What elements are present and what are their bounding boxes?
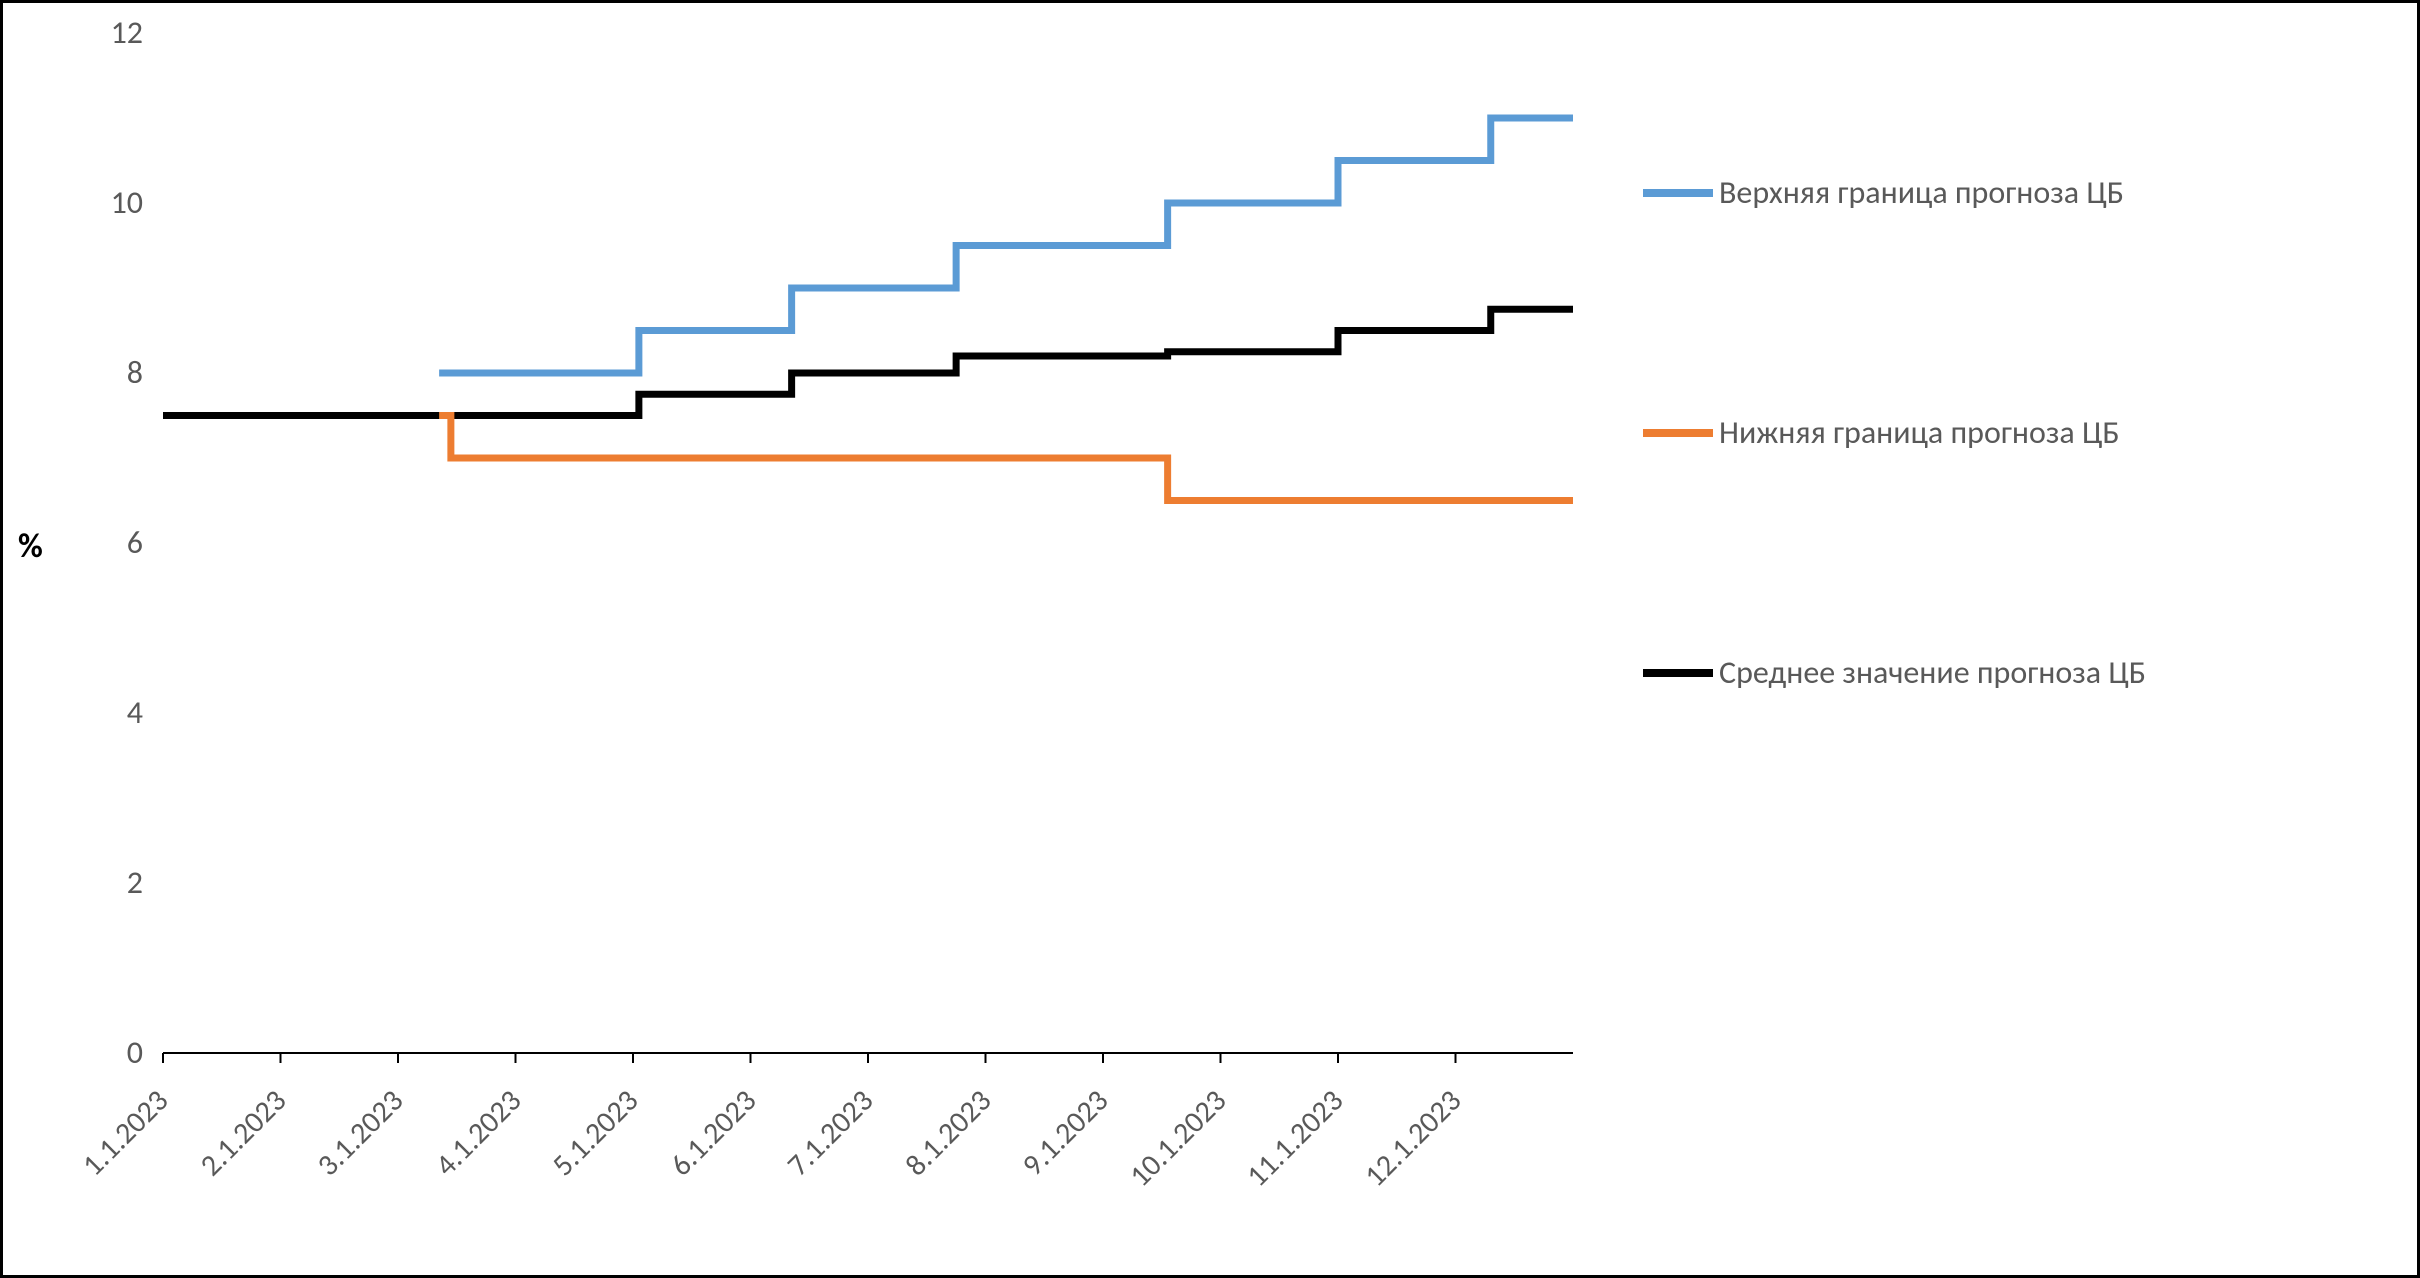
legend-swatch-upper bbox=[1643, 173, 1713, 213]
legend-item-average: Среднее значение прогноза ЦБ bbox=[1643, 653, 2146, 693]
series-lower bbox=[439, 416, 1573, 501]
y-tick-label: 4 bbox=[63, 693, 143, 732]
legend: Верхняя граница прогноза ЦБ Нижняя границ… bbox=[1643, 173, 2146, 693]
y-tick-label: 6 bbox=[63, 523, 143, 562]
y-tick-label: 0 bbox=[63, 1033, 143, 1072]
legend-label-upper: Верхняя граница прогноза ЦБ bbox=[1719, 173, 2124, 213]
legend-item-lower: Нижняя граница прогноза ЦБ bbox=[1643, 413, 2146, 453]
plot-area: 1.1.20232.1.20233.1.20234.1.20235.1.2023… bbox=[163, 33, 1573, 1053]
y-axis-title: % bbox=[18, 526, 43, 567]
legend-label-average: Среднее значение прогноза ЦБ bbox=[1719, 653, 2146, 693]
legend-swatch-average bbox=[1643, 653, 1713, 693]
series-average bbox=[163, 309, 1573, 415]
legend-swatch-lower bbox=[1643, 413, 1713, 453]
legend-label-lower: Нижняя граница прогноза ЦБ bbox=[1719, 413, 2120, 453]
y-tick-label: 8 bbox=[63, 353, 143, 392]
series-upper bbox=[439, 118, 1573, 373]
chart-frame: { "chart": { "type": "line-step", "backg… bbox=[0, 0, 2420, 1278]
series-lines bbox=[163, 33, 1573, 1053]
y-tick-label: 2 bbox=[63, 863, 143, 902]
y-tick-label: 10 bbox=[63, 183, 143, 222]
y-tick-label: 12 bbox=[63, 13, 143, 52]
legend-item-upper: Верхняя граница прогноза ЦБ bbox=[1643, 173, 2146, 213]
